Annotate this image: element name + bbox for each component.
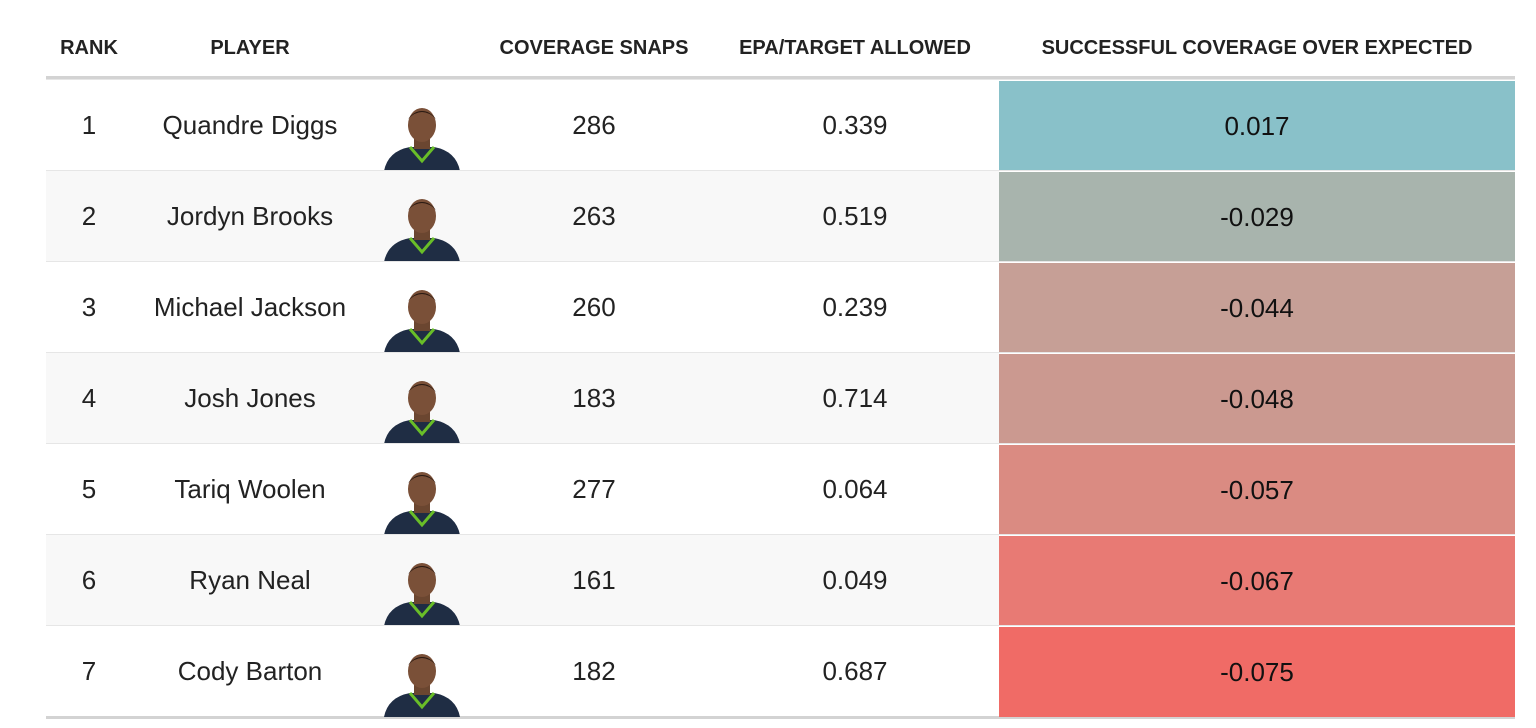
rank-cell: 1 [81, 110, 97, 140]
player-name: Tariq Woolen [174, 474, 326, 504]
rank-cell: 6 [81, 565, 97, 595]
rank-cell: 5 [81, 474, 97, 504]
scoe-cell: -0.067 [999, 535, 1515, 626]
snaps-cell: 161 [572, 565, 616, 595]
scoe-cell: 0.017 [999, 80, 1515, 171]
scoe-cell: -0.044 [999, 262, 1515, 353]
rank-cell: 2 [81, 201, 97, 231]
snaps-cell: 182 [572, 656, 616, 686]
rank-cell: 7 [81, 656, 97, 686]
scoe-cell: -0.075 [999, 626, 1515, 717]
epa-cell: 0.239 [822, 292, 888, 322]
epa-cell: 0.064 [822, 474, 888, 504]
snaps-cell: 286 [572, 110, 616, 140]
photo-cell [376, 638, 468, 717]
epa-cell: 0.714 [822, 383, 888, 413]
column-header: COVERAGE SNAPS [499, 36, 689, 59]
scoe-cell: -0.029 [999, 171, 1515, 262]
photo-cell [376, 274, 468, 353]
player-photo [384, 199, 460, 262]
player-name: Cody Barton [177, 656, 323, 686]
photo-cell [376, 183, 468, 262]
player-photo [384, 290, 460, 353]
header-rule [46, 76, 1515, 79]
table-row: 3 Michael Jackson 260 0.239 -0.044 [46, 261, 1515, 353]
player-name: Ryan Neal [189, 565, 311, 595]
bottom-rule [46, 716, 1515, 719]
table-row: 7 Cody Barton 182 0.687 -0.075 [46, 625, 1515, 717]
snaps-cell: 260 [572, 292, 616, 322]
rank-cell: 3 [81, 292, 97, 322]
photo-cell [376, 365, 468, 444]
epa-cell: 0.687 [822, 656, 888, 686]
table-row: 2 Jordyn Brooks 263 0.519 -0.029 [46, 170, 1515, 262]
snaps-cell: 263 [572, 201, 616, 231]
scoe-cell: -0.048 [999, 353, 1515, 444]
epa-cell: 0.049 [822, 565, 888, 595]
player-photo [384, 108, 460, 171]
epa-cell: 0.339 [822, 110, 888, 140]
player-photo [384, 381, 460, 444]
player-name: Jordyn Brooks [166, 201, 334, 231]
scoe-cell: -0.057 [999, 444, 1515, 535]
column-header: EPA/TARGET ALLOWED [739, 36, 971, 59]
rank-cell: 4 [81, 383, 97, 413]
table-row: 6 Ryan Neal 161 0.049 -0.067 [46, 534, 1515, 626]
photo-cell [376, 92, 468, 171]
snaps-cell: 183 [572, 383, 616, 413]
table-row: 4 Josh Jones 183 0.714 -0.048 [46, 352, 1515, 444]
player-photo [384, 563, 460, 626]
photo-cell [376, 547, 468, 626]
column-header: PLAYER [210, 36, 290, 59]
player-photo [384, 472, 460, 535]
column-header: RANK [60, 36, 118, 59]
snaps-cell: 277 [572, 474, 616, 504]
table-row: 5 Tariq Woolen 277 0.064 -0.057 [46, 443, 1515, 535]
player-name: Michael Jackson [153, 292, 347, 322]
table-row: 1 Quandre Diggs 286 0.339 0.017 [46, 79, 1515, 171]
player-name: Josh Jones [184, 383, 316, 413]
column-header: SUCCESSFUL COVERAGE OVER EXPECTED [1041, 36, 1473, 59]
player-photo [384, 654, 460, 717]
photo-cell [376, 456, 468, 535]
player-name: Quandre Diggs [162, 110, 338, 140]
epa-cell: 0.519 [822, 201, 888, 231]
